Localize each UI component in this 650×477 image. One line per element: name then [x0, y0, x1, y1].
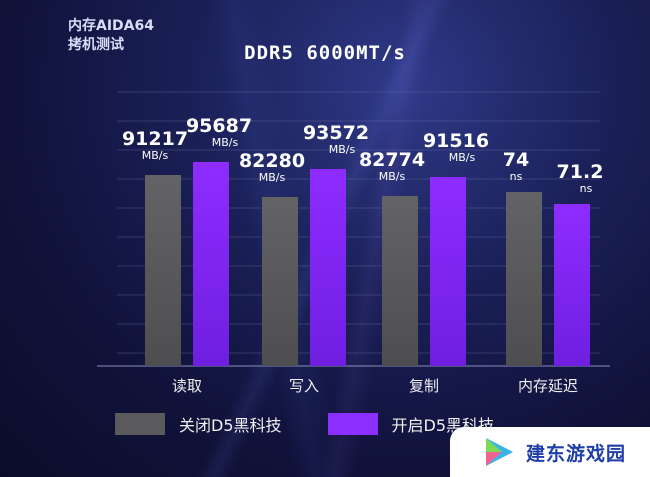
value-label: 71.2: [557, 161, 604, 183]
bar-on-2: [430, 177, 466, 366]
value-label: 82774: [359, 149, 425, 171]
bar-off-1: [262, 197, 298, 366]
category-label: 内存延迟: [518, 377, 578, 395]
watermark-text: 建东游戏园: [526, 442, 627, 465]
bar-on-3: [554, 204, 590, 366]
unit-label: MB/s: [329, 143, 356, 156]
category-label: 写入: [289, 377, 319, 395]
chart-title: DDR5 6000MT/s: [244, 42, 406, 64]
category-label: 复制: [409, 377, 439, 395]
unit-label: MB/s: [259, 171, 286, 184]
watermark: 建东游戏园: [450, 427, 650, 477]
unit-label: MB/s: [142, 149, 169, 162]
test-title: 内存AIDA64 拷机测试: [68, 17, 178, 55]
value-label: 91516: [423, 130, 489, 152]
value-label: 82280: [239, 150, 305, 172]
legend-label-off: 关闭D5黑科技: [179, 416, 282, 435]
unit-label: ns: [580, 182, 593, 195]
unit-label: ns: [510, 170, 523, 183]
value-label: 93572: [303, 122, 369, 144]
bar-on-0: [193, 162, 229, 366]
value-label: 95687: [186, 115, 252, 137]
bar-off-0: [145, 175, 181, 366]
unit-label: MB/s: [212, 136, 239, 149]
test-title-line2: 拷机测试: [68, 37, 124, 53]
legend-swatch-off: [115, 413, 165, 435]
legend-swatch-on: [327, 413, 378, 435]
test-title-line1: 内存AIDA64: [68, 18, 154, 34]
play-logo-icon: [486, 438, 513, 466]
legend: 关闭D5黑科技 开启D5黑科技: [115, 412, 540, 436]
legend-item-off: 关闭D5黑科技: [115, 412, 282, 436]
value-label: 91217: [122, 128, 188, 150]
category-label: 读取: [172, 377, 202, 395]
bar-off-2: [382, 196, 418, 366]
unit-label: MB/s: [379, 170, 406, 183]
bar-on-1: [310, 169, 346, 366]
value-label: 74: [503, 149, 529, 171]
unit-label: MB/s: [449, 151, 476, 164]
bar-off-3: [506, 192, 542, 366]
